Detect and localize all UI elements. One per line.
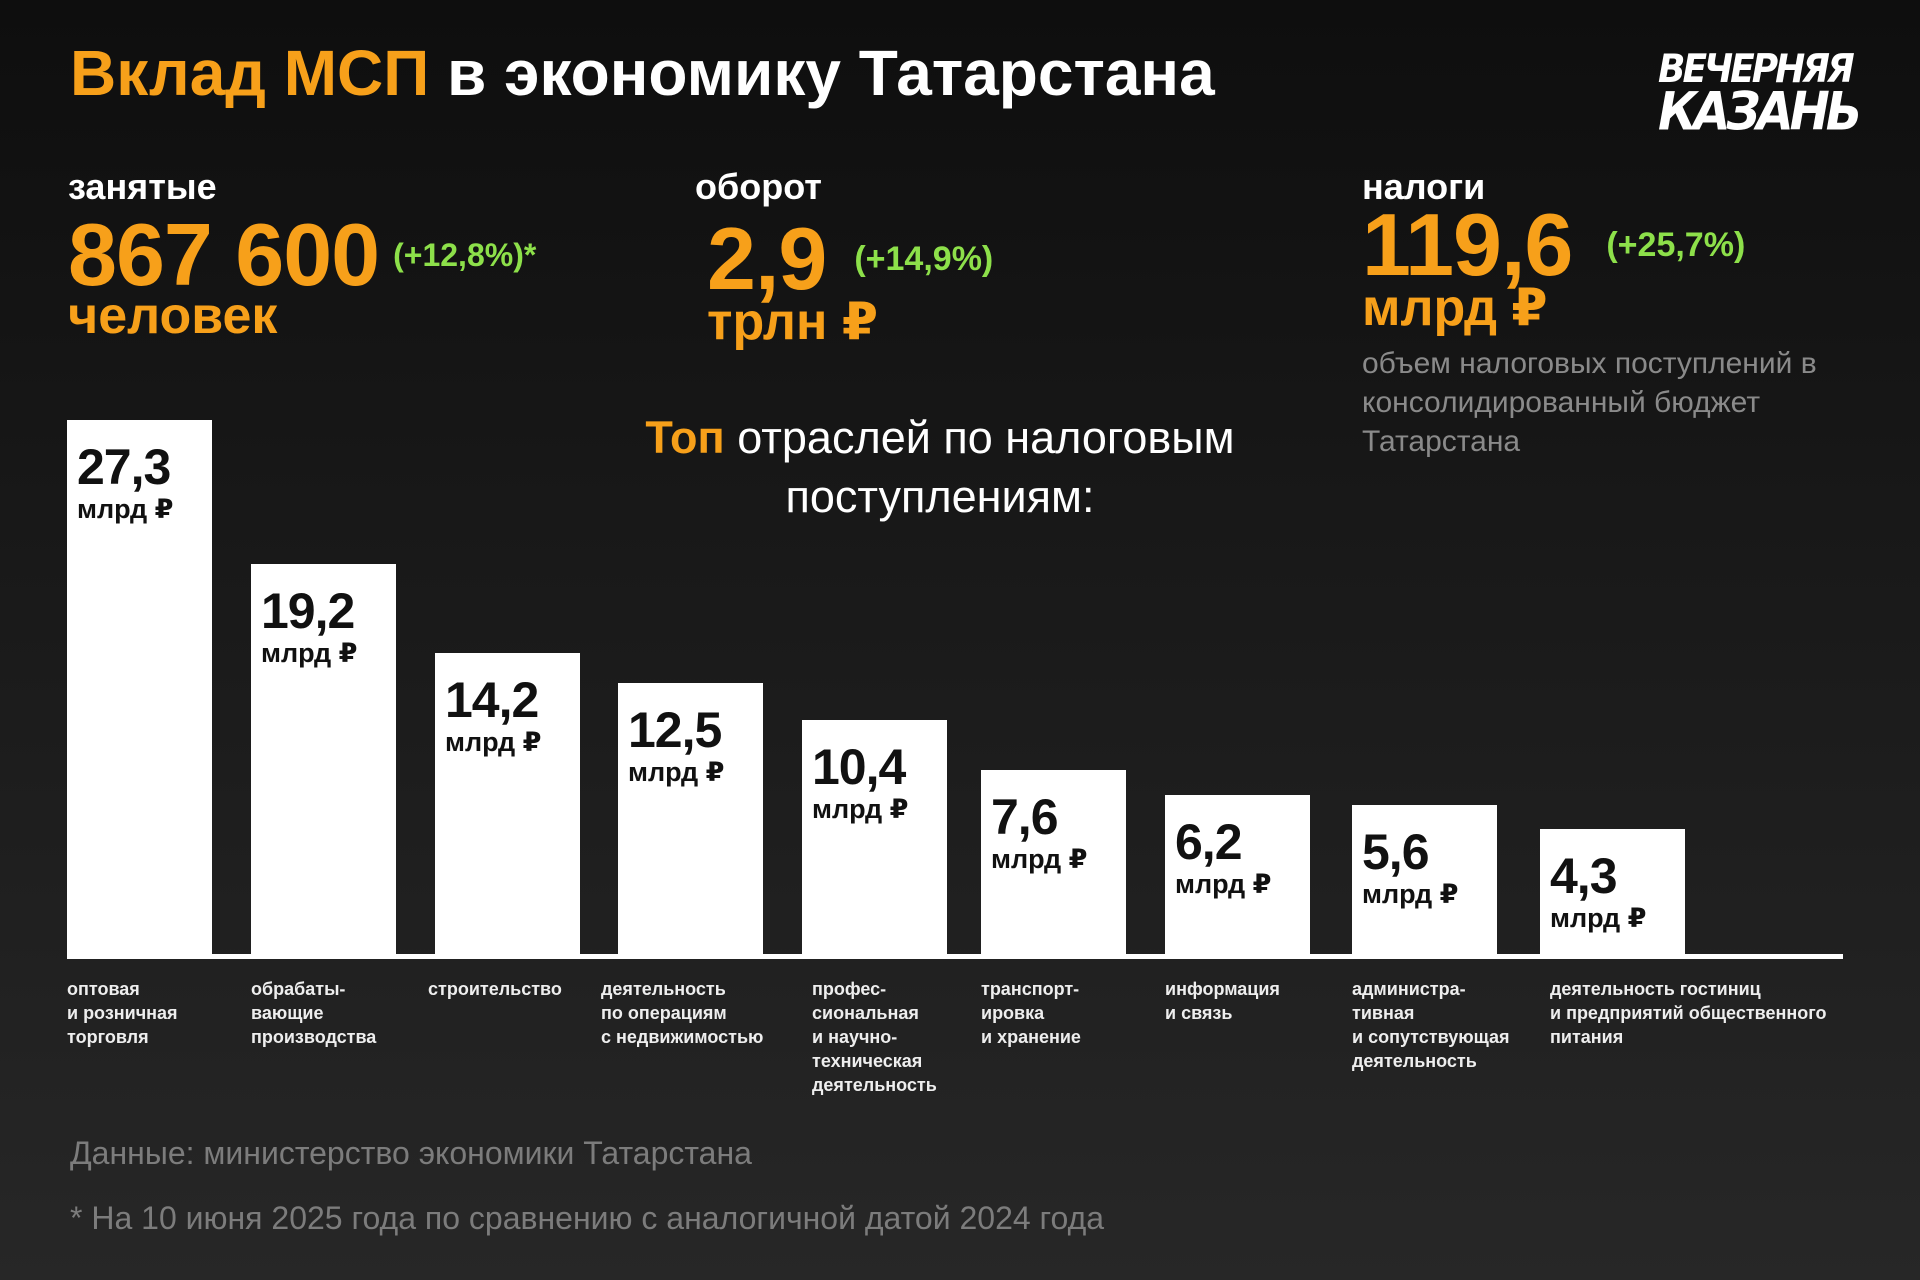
bar-value-label: 6,2 [1175, 813, 1243, 870]
category-label: транспорт- ировка и хранение [981, 979, 1081, 1047]
bar: 7,6 млрд ₽ [981, 769, 1126, 955]
bar-value-label: 12,5 [628, 701, 722, 758]
bar-unit-label: млрд ₽ [812, 794, 909, 825]
stat-label: занятые [68, 166, 217, 207]
category-label: деятельность по операциям с недвижимость… [601, 979, 764, 1047]
category-label: информация и связь [1165, 979, 1280, 1023]
title-highlight: Вклад МСП [70, 37, 430, 109]
bar-unit-label: млрд ₽ [261, 637, 358, 668]
category-label: оптовая и розничная торговля [67, 979, 178, 1047]
bar: 5,6 млрд ₽ [1352, 805, 1497, 955]
subhead-rest: отраслей по налоговым поступлениям: [724, 412, 1235, 522]
bar: 14,2 млрд ₽ [435, 652, 580, 955]
bar-unit-label: млрд ₽ [628, 756, 725, 787]
stat-label: оборот [695, 166, 822, 207]
stat-unit: млрд ₽ [1362, 279, 1548, 337]
stat-employed: занятые 867 600 (+12,8%)* человек [68, 166, 678, 346]
logo-line2: КАЗАНЬ [1658, 81, 1862, 143]
bar-value-label: 19,2 [261, 582, 355, 639]
stat-value: 867 600 [68, 205, 380, 304]
stat-change: (+25,7%) [1606, 225, 1746, 264]
footnote: * На 10 июня 2025 года по сравнению с ан… [70, 1200, 1105, 1236]
stat-taxes: налоги 119,6 (+25,7%) млрд ₽ объем налого… [1362, 166, 1912, 461]
category-label: строительство [428, 979, 562, 999]
bar-unit-label: млрд ₽ [991, 843, 1088, 874]
bar: 6,2 млрд ₽ [1165, 794, 1310, 955]
logo-line1: ВЕЧЕРНЯЯ [1658, 46, 1855, 92]
chart-subtitle: Топ отраслей по налоговым поступлениям: [560, 408, 1320, 526]
category-label: обрабаты- вающие производства [251, 979, 377, 1047]
bar-unit-label: млрд ₽ [445, 726, 542, 757]
stat-turnover: оборот 2,9 (+14,9%) трлн ₽ [695, 166, 993, 352]
page-title: Вклад МСП в экономику Татарстана [70, 36, 1215, 110]
bar: 10,4 млрд ₽ [802, 720, 947, 955]
stat-note: объем налоговых поступлений в консолидир… [1362, 347, 1817, 458]
bar: 4,3 млрд ₽ [1540, 828, 1685, 955]
category-label: администра- тивная и сопутствующая деяте… [1352, 979, 1510, 1071]
logo: ВЕЧЕРНЯЯ КАЗАНЬ [1658, 46, 1886, 143]
bar-unit-label: млрд ₽ [1550, 902, 1647, 933]
subhead-highlight: Топ [645, 412, 725, 463]
stat-change: (+12,8%)* [393, 236, 537, 273]
stat-label: налоги [1362, 166, 1486, 207]
stat-value: 119,6 [1362, 195, 1573, 294]
title-rest: в экономику Татарстана [429, 37, 1215, 109]
category-label: деятельность гостиниц и предприятий обще… [1550, 979, 1827, 1047]
source-note: Данные: министерство экономики Татарстан… [70, 1135, 752, 1171]
bar-unit-label: млрд ₽ [77, 493, 174, 524]
bar: 19,2 млрд ₽ [251, 563, 396, 955]
bar-value-label: 7,6 [991, 788, 1059, 845]
bar-value-label: 27,3 [77, 438, 171, 495]
stat-value: 2,9 [707, 209, 827, 308]
bar: 12,5 млрд ₽ [618, 682, 763, 955]
bar-value-label: 10,4 [812, 739, 906, 796]
bar-unit-label: млрд ₽ [1362, 879, 1459, 910]
category-label: профес- сиональная и научно- техническая… [812, 979, 937, 1095]
stat-change: (+14,9%) [854, 239, 994, 278]
x-axis-line [67, 954, 1843, 959]
bar-value-label: 4,3 [1550, 847, 1618, 904]
bar-value-label: 14,2 [445, 671, 539, 728]
bar-value-label: 5,6 [1362, 824, 1430, 881]
bar-unit-label: млрд ₽ [1175, 868, 1272, 899]
stat-unit: человек [68, 287, 278, 345]
stat-unit: трлн ₽ [707, 293, 879, 351]
bar: 27,3 млрд ₽ [67, 419, 212, 955]
